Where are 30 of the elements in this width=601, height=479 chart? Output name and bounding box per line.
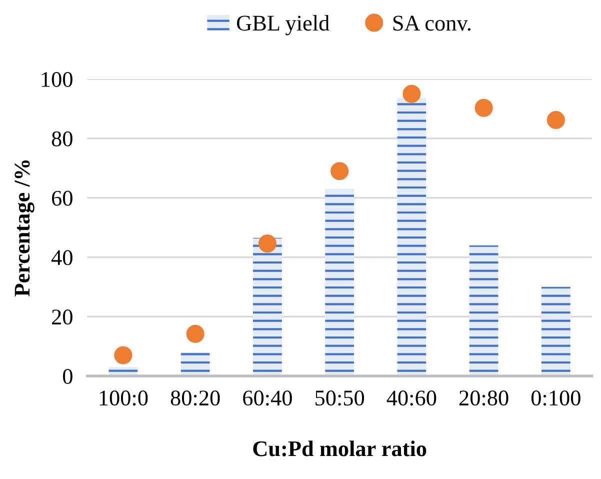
x-tick-label: 0:100 xyxy=(531,390,580,406)
bar xyxy=(253,238,282,376)
y-tick-label: 100 xyxy=(42,72,72,87)
x-axis-title: Cu:Pd molar ratio xyxy=(253,440,426,456)
x-tick-label: 20:80 xyxy=(459,390,508,406)
x-tick-label: 100:0 xyxy=(100,390,148,406)
point xyxy=(402,84,421,103)
point xyxy=(186,324,204,343)
x-tick-label: 60:40 xyxy=(243,390,292,406)
point xyxy=(258,234,276,253)
x-tick-label: 80:20 xyxy=(170,390,220,406)
y-tick-label: 40 xyxy=(51,250,72,266)
x-tick-label: 40:60 xyxy=(386,390,436,406)
point xyxy=(114,346,132,364)
bar xyxy=(325,188,354,376)
point xyxy=(330,162,349,180)
bar xyxy=(397,98,426,376)
y-tick-label: 20 xyxy=(52,310,72,325)
point xyxy=(546,110,565,130)
y-axis-title: Percentage /% xyxy=(14,160,34,296)
x-tick-label: 50:50 xyxy=(316,390,364,406)
bar xyxy=(180,352,210,376)
legend-label: SA conv. xyxy=(393,16,470,31)
legend-label: GBL yield xyxy=(236,15,330,36)
y-tick-label: 0 xyxy=(62,368,72,384)
y-tick-label: 80 xyxy=(52,131,72,146)
bar xyxy=(542,286,570,376)
point xyxy=(474,98,493,117)
bar xyxy=(469,245,498,376)
y-tick-label: 60 xyxy=(52,190,72,206)
